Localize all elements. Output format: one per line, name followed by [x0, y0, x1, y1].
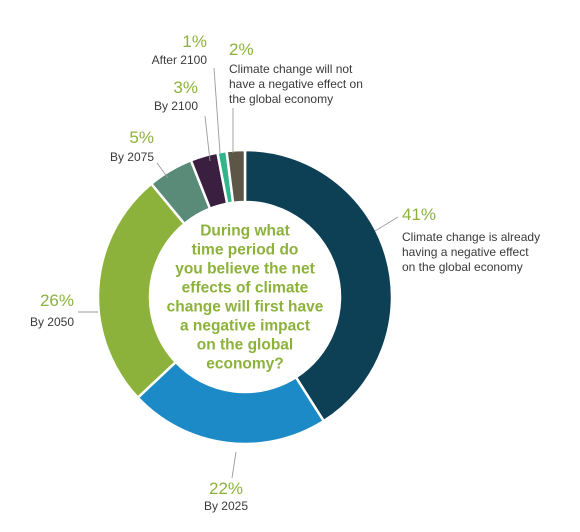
slice-category-label: By 2100 — [154, 99, 198, 113]
slice-category-label: the global economy — [229, 92, 333, 106]
leader-lines — [78, 67, 399, 479]
leader-line — [374, 216, 399, 232]
slice-group — [96, 148, 394, 446]
slice-category-label: By 2025 — [204, 499, 248, 513]
leader-line — [204, 115, 211, 162]
slice-category-label: By 2050 — [30, 315, 74, 329]
slice-category-label: Climate change is already — [402, 230, 540, 244]
center-question-line: time period do — [192, 242, 299, 259]
slice-percent-label: 5% — [129, 128, 154, 147]
slice-percent-label: 41% — [402, 205, 436, 224]
slice-percent-label: 22% — [209, 479, 243, 498]
center-question-line: change will first have — [167, 299, 324, 316]
donut-slice — [136, 360, 326, 446]
center-question-line: During what — [200, 223, 290, 240]
leader-line — [231, 451, 237, 479]
donut-slice — [243, 148, 394, 423]
slice-percent-label: 26% — [40, 291, 74, 310]
center-question-line: a negative impact — [180, 318, 310, 335]
center-question-line: effects of climate — [182, 280, 309, 297]
center-question: During what time period do you believe the… — [167, 223, 324, 373]
leader-line — [156, 162, 169, 179]
slice-category-label: After 2100 — [152, 53, 208, 67]
slice-category-label: By 2075 — [110, 150, 154, 164]
center-question-line: on the global — [197, 337, 293, 354]
slice-category-label: Climate change will not — [229, 62, 353, 76]
leader-line — [213, 67, 221, 154]
slice-percent-label: 3% — [173, 78, 198, 97]
slice-category-label: on the global economy — [402, 260, 523, 274]
center-question-line: economy? — [206, 356, 284, 373]
slice-percent-label: 1% — [182, 32, 207, 51]
slice-percent-label: 2% — [229, 40, 254, 59]
donut-slice — [96, 181, 187, 400]
center-question-line: you believe the net — [175, 261, 315, 278]
slice-category-label: have a negative effect on — [229, 77, 363, 91]
slice-category-label: having a negative effect — [402, 245, 529, 259]
